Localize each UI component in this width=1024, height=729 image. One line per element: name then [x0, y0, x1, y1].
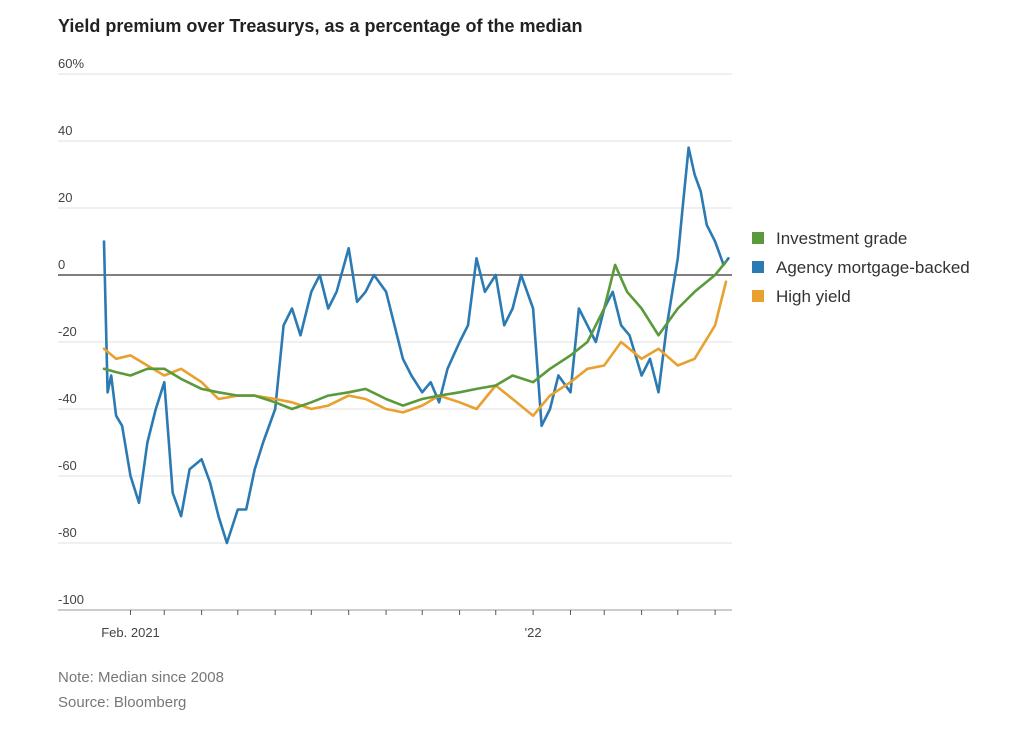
series-lines — [102, 146, 730, 545]
series-line-agency-mortgage-backed — [102, 146, 730, 545]
y-tick-label: -60 — [58, 458, 77, 473]
chart-source: Source: Bloomberg — [58, 694, 187, 711]
legend: Investment grade Agency mortgage-backed Hi… — [752, 229, 970, 306]
y-tick-label: 60% — [58, 56, 84, 71]
legend-label: Agency mortgage-backed — [776, 258, 970, 277]
x-tick-label: '22 — [525, 625, 542, 640]
y-tick-label: -20 — [58, 324, 77, 339]
chart-title: Yield premium over Treasurys, as a perce… — [58, 16, 583, 36]
legend-swatch — [752, 261, 764, 273]
chart-notes: Note: Median since 2008 Source: Bloomber… — [58, 665, 224, 715]
y-axis: 60% 40 20 0 -20 -40 -60 -80 -100 — [58, 56, 84, 607]
legend-swatch — [752, 290, 764, 302]
y-tick-label: -80 — [58, 525, 77, 540]
legend-label: High yield — [776, 287, 851, 306]
series-line-investment-grade — [102, 260, 728, 411]
x-axis: Feb. 2021 '22 — [101, 610, 716, 640]
x-tick-label: Feb. 2021 — [101, 625, 160, 640]
legend-swatch — [752, 232, 764, 244]
y-tick-label: 20 — [58, 190, 72, 205]
legend-label: Investment grade — [776, 229, 907, 248]
series-line-high-yield — [102, 280, 728, 418]
y-tick-label: 40 — [58, 123, 72, 138]
y-tick-label: 0 — [58, 257, 65, 272]
chart-note: Note: Median since 2008 — [58, 669, 224, 686]
y-tick-label: -40 — [58, 391, 77, 406]
y-tick-label: -100 — [58, 592, 84, 607]
